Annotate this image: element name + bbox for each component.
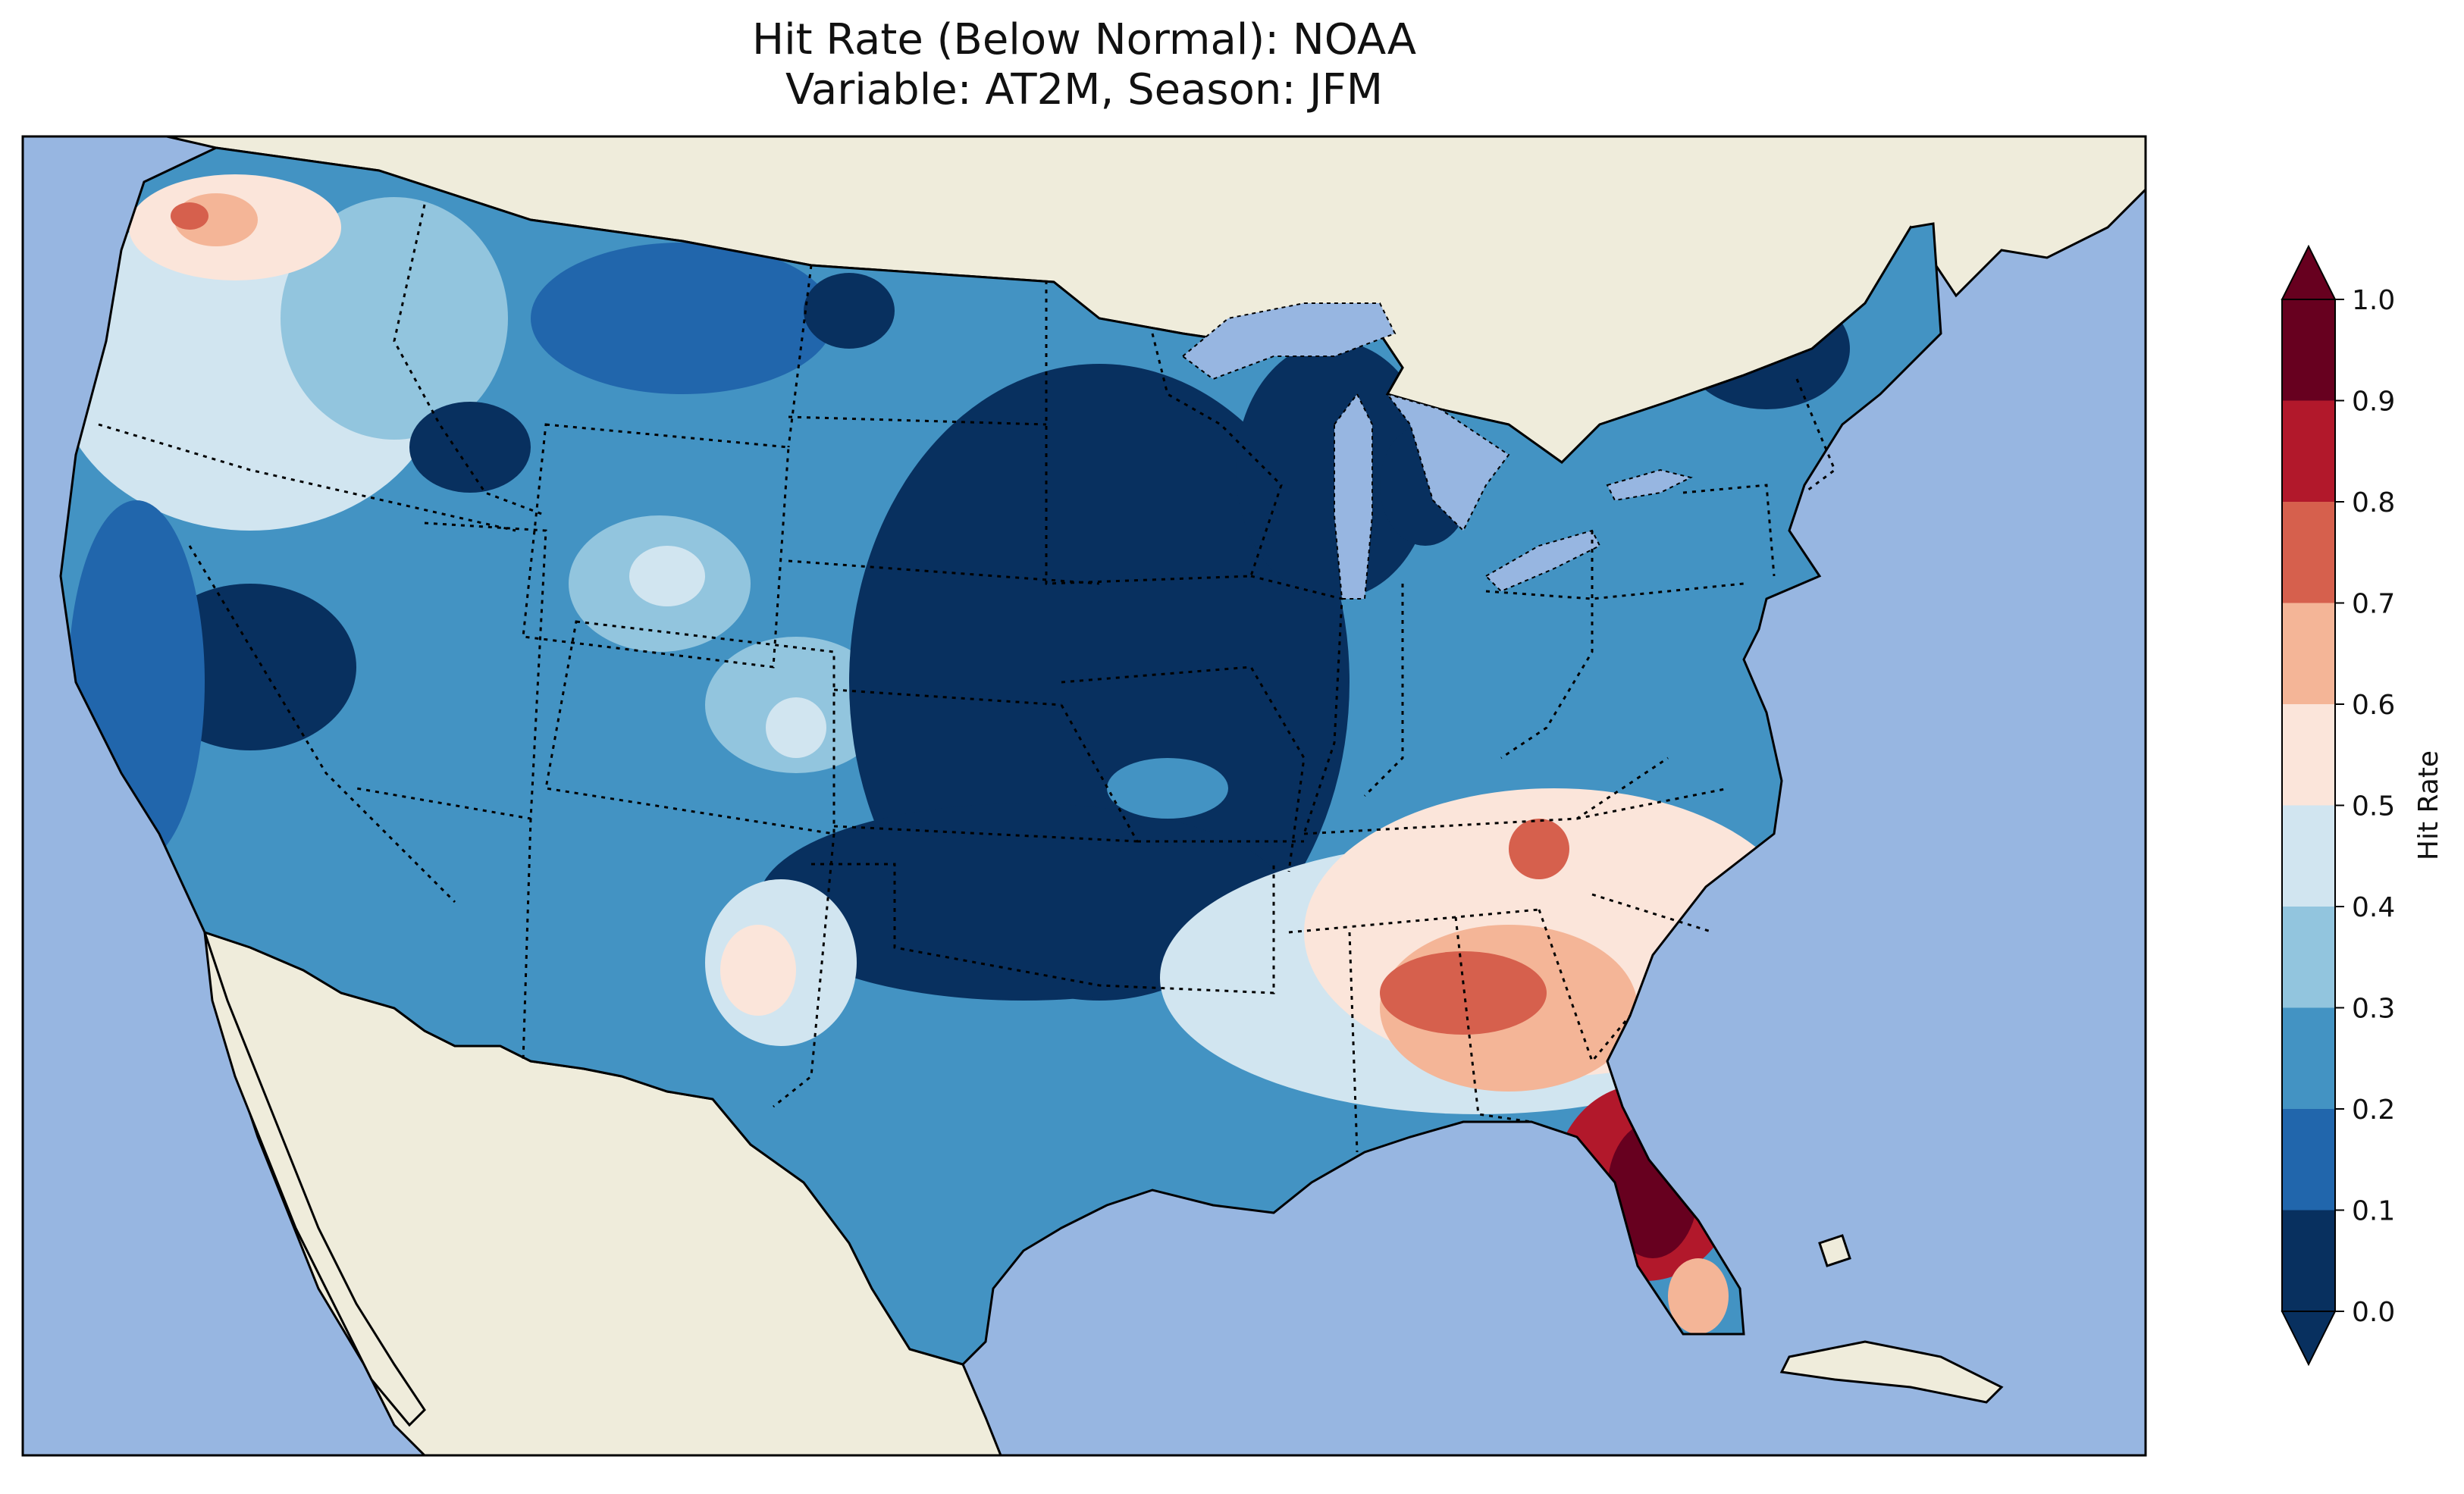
colorbar-bin-4 (2282, 806, 2335, 907)
colorbar-tick-label: 0.6 (2352, 690, 2395, 721)
colorbar-extend-min (2282, 1311, 2335, 1364)
region-co-lighter (766, 697, 826, 758)
colorbar-extend-max (2282, 246, 2335, 299)
region-se-orange (1380, 951, 1547, 1035)
colorbar-tick-label: 0.9 (2352, 387, 2395, 418)
colorbar-bin-9 (2282, 299, 2335, 401)
colorbar-bin-8 (2282, 401, 2335, 503)
colorbar-tick-label: 1.0 (2352, 285, 2395, 316)
lake-michigan (1334, 394, 1372, 599)
region-idaho-dark (409, 402, 531, 493)
colorbar-bin-1 (2282, 1109, 2335, 1211)
colorbar: 0.0 0.1 0.2 0.3 0.4 0.5 0.6 0.7 0.8 0.9 1.0 Hit Rat… (2282, 246, 2444, 1364)
colorbar-tick-label: 0.8 (2352, 487, 2395, 518)
region-ks-blue (1107, 758, 1228, 819)
colorbar-tick-label: 0.7 (2352, 589, 2395, 620)
colorbar-bin-7 (2282, 502, 2335, 603)
region-wa-core (171, 202, 208, 230)
colorbar-tick-label: 0.4 (2352, 892, 2395, 923)
colorbar-tick-label: 0.1 (2352, 1196, 2395, 1227)
map-figure: 0.0 0.1 0.2 0.3 0.4 0.5 0.6 0.7 0.8 0.9 1.0 Hit Rat… (0, 0, 2464, 1494)
colorbar-bin-5 (2282, 704, 2335, 806)
region-wy-lighter (629, 546, 705, 606)
region-mt-dark (804, 273, 895, 349)
colorbar-bin-6 (2282, 603, 2335, 705)
colorbar-bin-0 (2282, 1211, 2335, 1312)
colorbar-bin-3 (2282, 907, 2335, 1008)
region-tx-warm (720, 925, 796, 1016)
colorbar-tick-label: 0.0 (2352, 1297, 2395, 1328)
region-mt-blue (531, 243, 834, 394)
colorbar-tick-label: 0.3 (2352, 994, 2395, 1025)
colorbar-bin-2 (2282, 1008, 2335, 1110)
region-nc-orange (1509, 819, 1569, 879)
colorbar-tick-label: 0.2 (2352, 1095, 2395, 1126)
region-fl-tip (1668, 1258, 1729, 1334)
colorbar-tick-label: 0.5 (2352, 791, 2395, 822)
colorbar-label: Hit Rate (2413, 750, 2444, 860)
